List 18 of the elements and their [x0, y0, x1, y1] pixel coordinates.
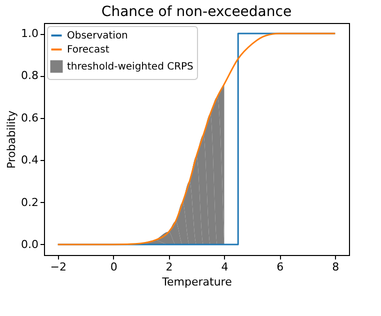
y-tick-label: 0.2: [21, 196, 38, 209]
chart-title: Chance of non-exceedance: [101, 4, 292, 20]
legend-label: Observation: [67, 30, 128, 42]
y-tick-label: 0.6: [21, 111, 38, 124]
x-tick-label: −2: [50, 260, 66, 274]
y-tick-label: 0.8: [21, 69, 38, 82]
legend-label: threshold-weighted CRPS: [67, 62, 194, 72]
x-tick-label: 2: [166, 260, 173, 274]
x-tick-label: 4: [221, 260, 228, 274]
x-tick-label: 0: [110, 260, 118, 274]
y-tick-label: 0.4: [21, 154, 38, 167]
x-axis-title: Temperature: [161, 276, 232, 288]
legend-label: Forecast: [67, 44, 110, 56]
y-tick-label: 1.0: [21, 27, 38, 40]
x-tick-label: 6: [276, 260, 284, 274]
x-tick-label: 8: [332, 260, 340, 274]
y-tick-label: 0.0: [21, 238, 38, 251]
y-axis-title: Probability: [5, 110, 18, 169]
